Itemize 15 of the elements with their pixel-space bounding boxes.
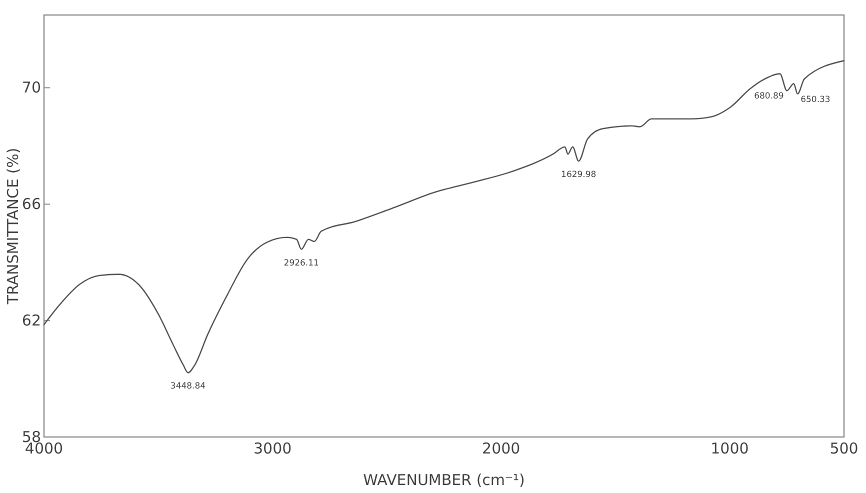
y-tick-label: 70 [22, 78, 41, 97]
x-tick-label: 1000 [710, 440, 749, 458]
line-series [43, 60, 845, 374]
x-axis-title: WAVENUMBER (cm⁻¹) [363, 471, 525, 489]
x-tick-label: 3000 [253, 440, 292, 458]
annotation: 680.89 [754, 92, 784, 102]
x-tick-label: 500 [830, 440, 858, 458]
y-tick-label: 62 [22, 311, 41, 330]
y-tick-label: 66 [22, 194, 41, 213]
y-axis-title: TRANSMITTANCE (%) [4, 148, 22, 306]
annotation: 650.33 [800, 94, 830, 105]
annotation: 1629.98 [561, 170, 596, 180]
annotation: 2926.11 [284, 258, 319, 268]
x-tick-label: 2000 [482, 440, 520, 458]
annotation: 3448.84 [170, 382, 206, 392]
